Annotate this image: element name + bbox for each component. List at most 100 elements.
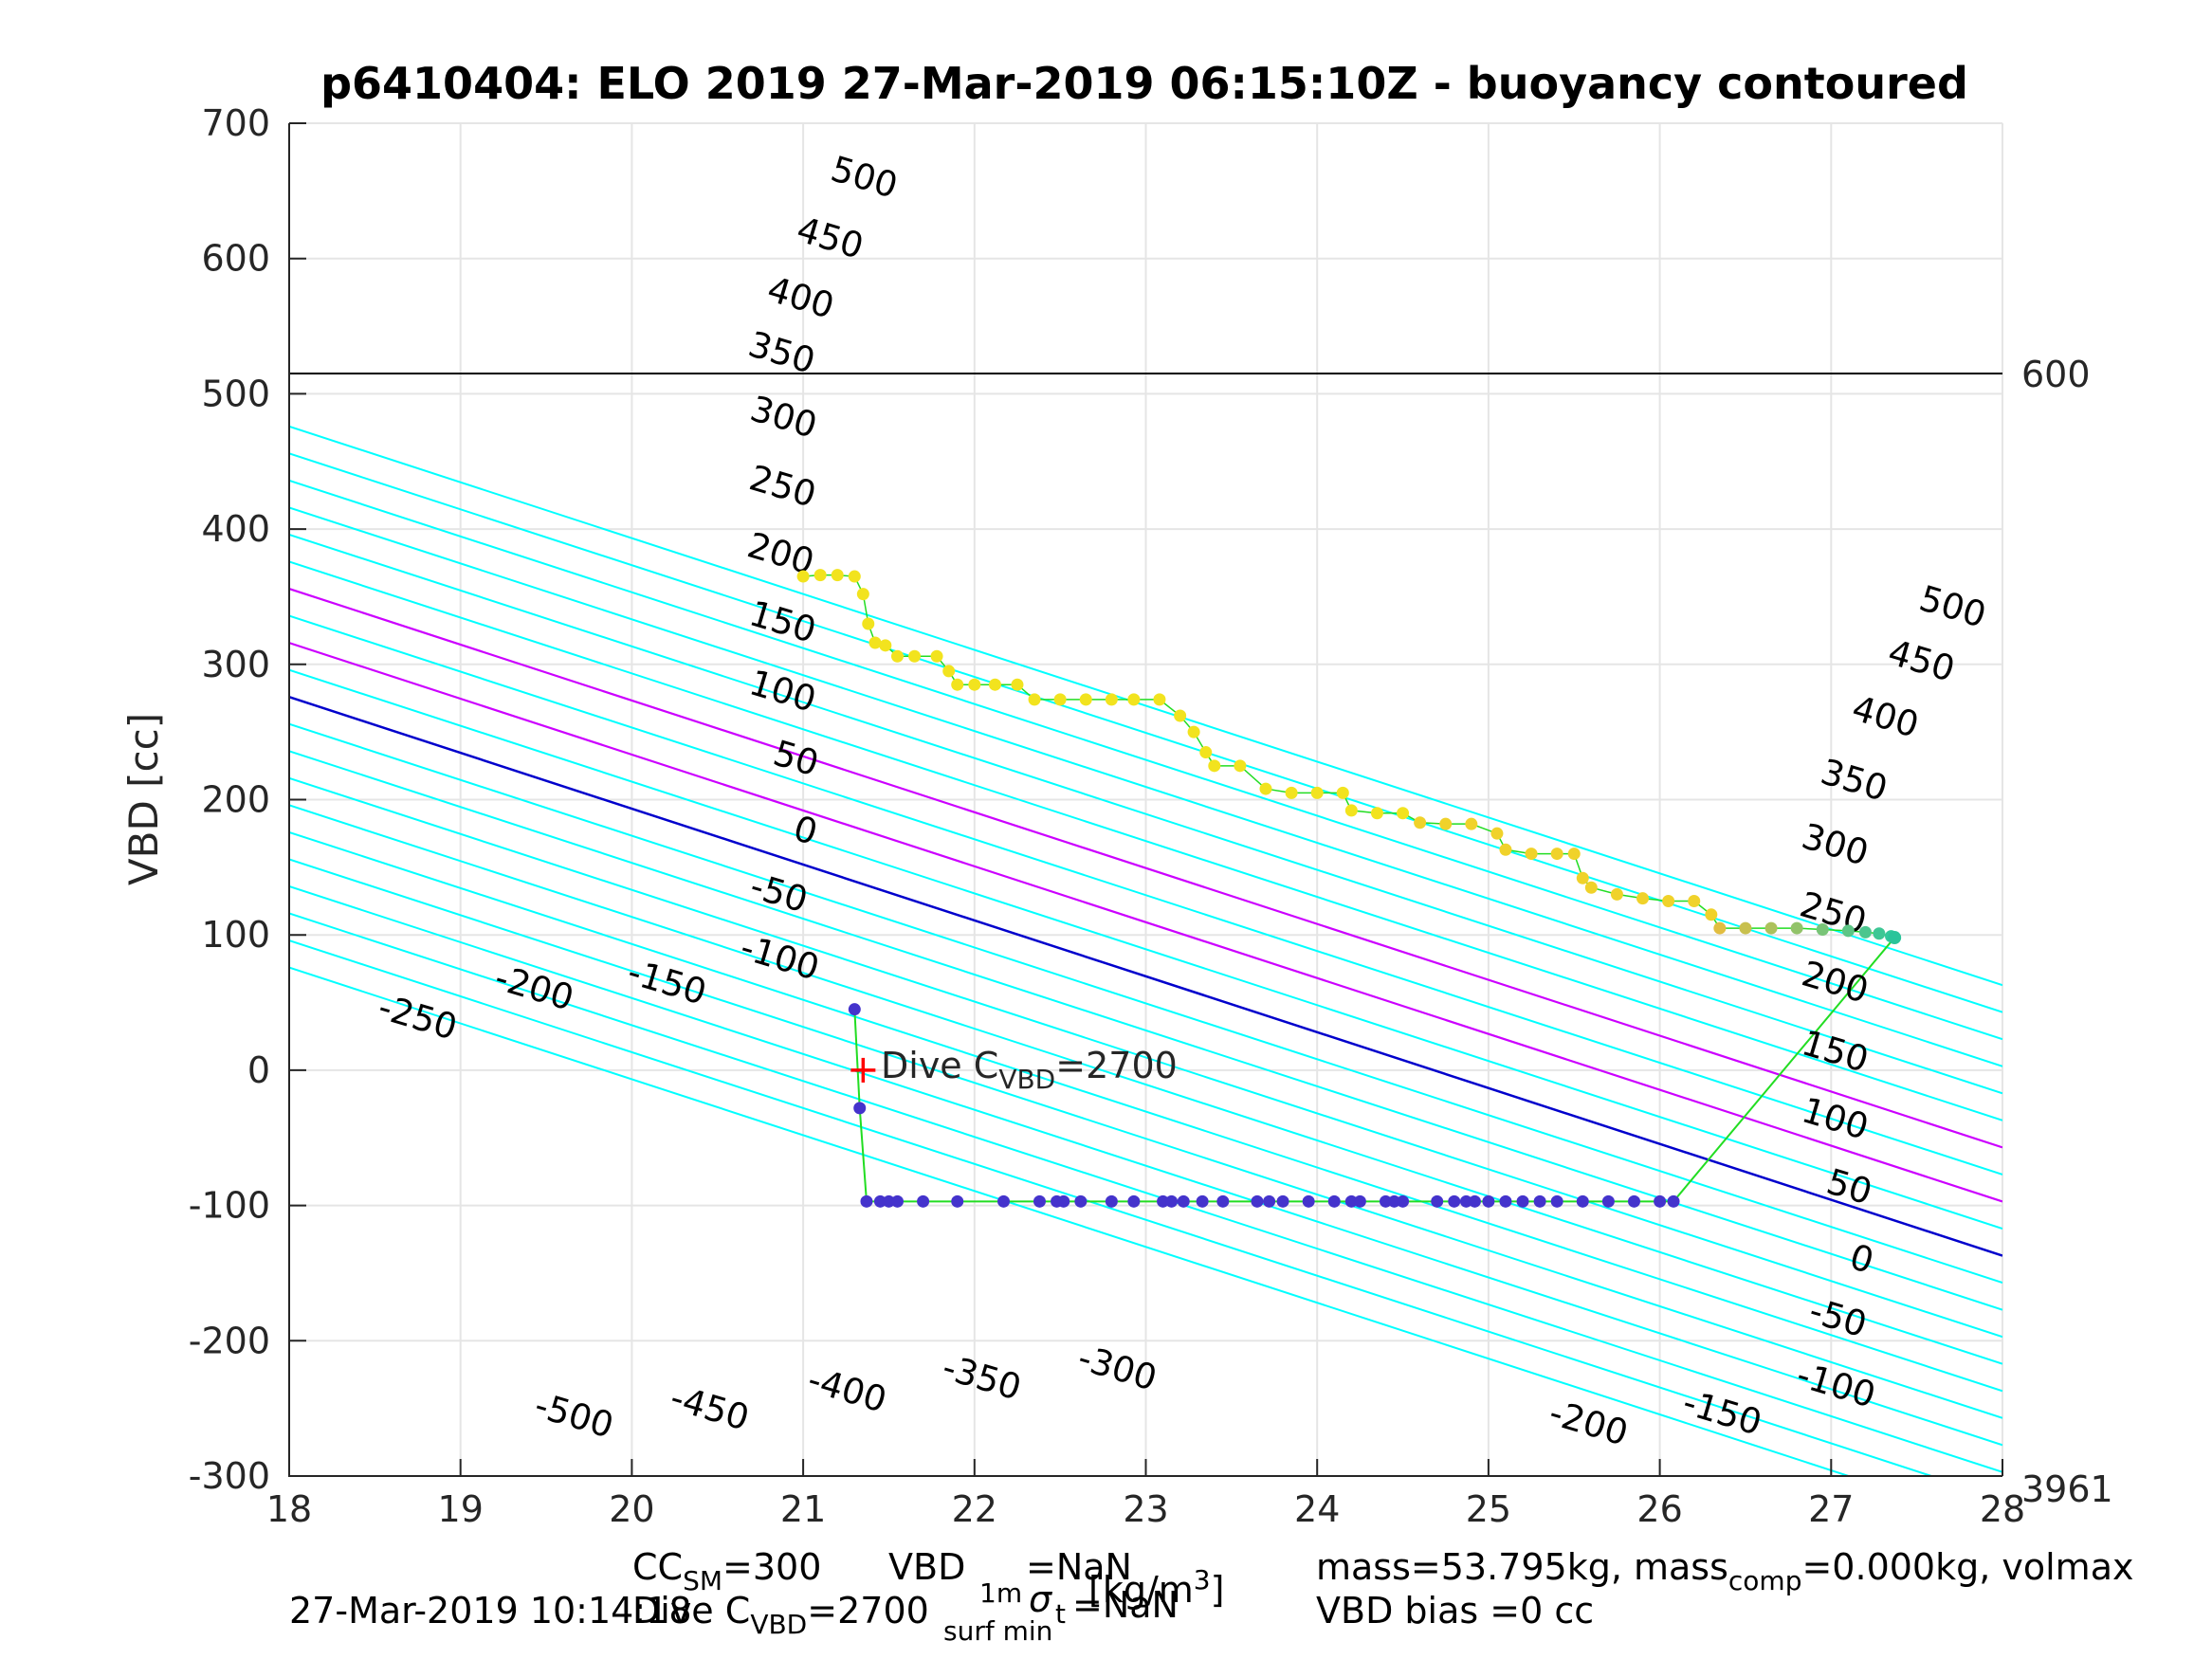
ascent-point	[1053, 693, 1067, 706]
mass-post: =0.000kg, volmax	[1801, 1546, 2133, 1588]
contour-line-450	[289, 452, 2002, 1013]
ascent-point	[1028, 693, 1041, 706]
contour-line--300	[289, 858, 2002, 1419]
ascent-point	[1490, 827, 1504, 840]
contour-line--400	[289, 912, 2002, 1473]
mass-label: mass=53.795kg, mass	[1316, 1546, 1728, 1588]
contour-line-50	[289, 668, 2002, 1230]
contour-line-100	[289, 642, 2002, 1203]
ascent-point	[1370, 807, 1383, 820]
descent-point	[1157, 1194, 1170, 1208]
surface-point	[1888, 931, 1902, 945]
svg-text:Dive CVBD=2700: Dive CVBD=2700	[632, 1590, 929, 1640]
mass-sub: comp	[1728, 1565, 1802, 1596]
descent-point	[1431, 1194, 1444, 1208]
ascent-point	[1739, 921, 1752, 935]
ascent-point	[1790, 921, 1803, 935]
ascent-point	[968, 678, 981, 691]
descent-point	[873, 1194, 887, 1208]
descent-point	[1216, 1194, 1230, 1208]
contour-label-right: 300	[1798, 815, 1874, 873]
cc-sub: SM	[683, 1565, 722, 1596]
descent-point	[1654, 1194, 1667, 1208]
y-axis-label: VBD [cc]	[120, 713, 167, 885]
contour-label-right: -50	[1804, 1290, 1871, 1345]
contour-label-right: 500	[1915, 577, 1991, 635]
descent-point	[1327, 1194, 1341, 1208]
descent-point	[1344, 1194, 1358, 1208]
y-tick-label: -100	[189, 1185, 270, 1227]
y-tick-label: 0	[247, 1049, 270, 1091]
ascent-line	[803, 574, 1892, 938]
descent-point	[860, 1194, 873, 1208]
ascent-point	[1662, 895, 1675, 908]
descent-point	[1276, 1194, 1289, 1208]
descent-point	[1353, 1194, 1366, 1208]
x-tick-label: 26	[1636, 1488, 1682, 1530]
y-tick-label: -300	[189, 1455, 270, 1497]
ascent-point	[1079, 693, 1092, 706]
sigma-symbol: σ	[1029, 1578, 1053, 1620]
dive-cvbd-label: Dive C	[632, 1590, 750, 1632]
y-tick-label: 700	[201, 102, 270, 144]
vbd-label: VBD	[888, 1546, 965, 1588]
contour-label-left: 300	[746, 388, 822, 446]
dive-label-sub: VBD	[998, 1064, 1055, 1095]
ascent-point	[1499, 843, 1512, 856]
x-tick-label: 28	[1980, 1488, 2025, 1530]
ascent-point	[868, 636, 882, 649]
x-tick-label: 24	[1294, 1488, 1340, 1530]
data-points	[796, 569, 1902, 1208]
ascent-point	[930, 649, 943, 663]
ascent-point	[908, 649, 922, 663]
sigma-sup: 1m	[979, 1577, 1022, 1609]
y-tick-label: 400	[201, 508, 270, 550]
x-tick-label: 23	[1123, 1488, 1168, 1530]
ascent-point	[942, 665, 956, 678]
chart-title: p6410404: ELO 2019 27-Mar-2019 06:15:10Z…	[320, 58, 1968, 109]
ascent-point	[1525, 848, 1538, 861]
vbd-bias: VBD bias =0 cc	[1316, 1590, 1594, 1632]
ascent-point	[1127, 693, 1141, 706]
nan-value-2: =NaN	[1072, 1584, 1179, 1626]
descent-point	[1667, 1194, 1680, 1208]
x-tick-label: 27	[1808, 1488, 1854, 1530]
contour-label-left: 500	[827, 148, 903, 206]
x-tick-label: 25	[1466, 1488, 1511, 1530]
contour-label-left: -400	[803, 1358, 891, 1420]
ascent-point	[988, 678, 1001, 691]
descent-point	[1127, 1194, 1141, 1208]
contour-line-500	[289, 425, 2002, 987]
ascent-point	[1234, 759, 1247, 773]
ascent-point	[1414, 816, 1427, 830]
ascent-point	[1105, 693, 1118, 706]
ascent-point	[1610, 887, 1623, 901]
contour-line--350	[289, 885, 2002, 1447]
descent-point	[997, 1194, 1011, 1208]
contour-line--100	[289, 750, 2002, 1311]
contour-label-left: -300	[1073, 1337, 1161, 1398]
dive-marker-label: Dive CVBD=2700	[881, 1045, 1178, 1095]
contour-line--500	[289, 966, 1852, 1476]
contour-label-left: -250	[374, 986, 462, 1048]
contour-line--50	[289, 722, 2002, 1285]
y-tick-label: 200	[201, 779, 270, 821]
ascent-point	[890, 649, 904, 663]
ascent-point	[1584, 881, 1598, 894]
y-tick-label: 600	[201, 238, 270, 280]
contour-line--200	[289, 804, 2002, 1365]
buoyancy-contours	[289, 425, 2002, 1476]
ascent-point	[862, 617, 875, 630]
y-tick-label: -200	[189, 1320, 270, 1361]
x-tick-label: 18	[266, 1488, 312, 1530]
ascent-point	[1567, 848, 1581, 861]
descent-point	[1468, 1194, 1481, 1208]
descent-point	[1165, 1194, 1179, 1208]
contour-label-left: 50	[769, 733, 823, 785]
descent-point	[1251, 1194, 1264, 1208]
ascent-point	[1187, 725, 1200, 738]
ascent-point	[1208, 759, 1221, 773]
contour-label-left: 400	[763, 268, 839, 326]
contour-line--450	[289, 939, 1935, 1476]
